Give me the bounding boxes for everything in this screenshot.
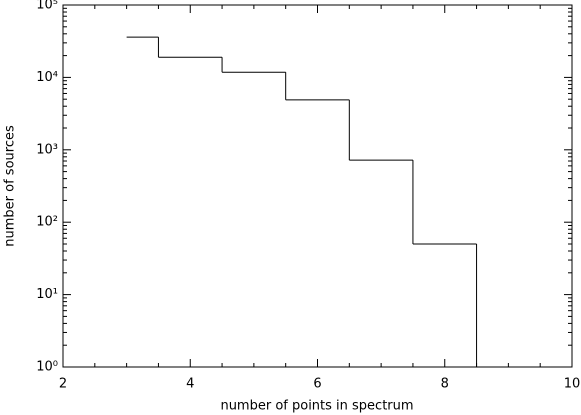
x-tick-label: 4: [186, 377, 194, 392]
y-axis-label: number of sources: [3, 125, 18, 247]
y-tick-label: 10⁴: [36, 70, 58, 85]
x-tick-label: 10: [564, 377, 581, 392]
y-tick-label: 10³: [36, 142, 58, 157]
y-tick-label: 10¹: [36, 287, 58, 302]
x-tick-label: 2: [59, 377, 67, 392]
x-tick-label: 8: [441, 377, 449, 392]
x-tick-label: 6: [313, 377, 321, 392]
plot-frame: [62, 4, 573, 368]
x-axis-label: number of points in spectrum: [220, 399, 413, 414]
y-tick-label: 10⁰: [36, 360, 58, 375]
y-tick-label: 10⁵: [36, 0, 58, 13]
y-tick-label: 10²: [36, 215, 58, 230]
